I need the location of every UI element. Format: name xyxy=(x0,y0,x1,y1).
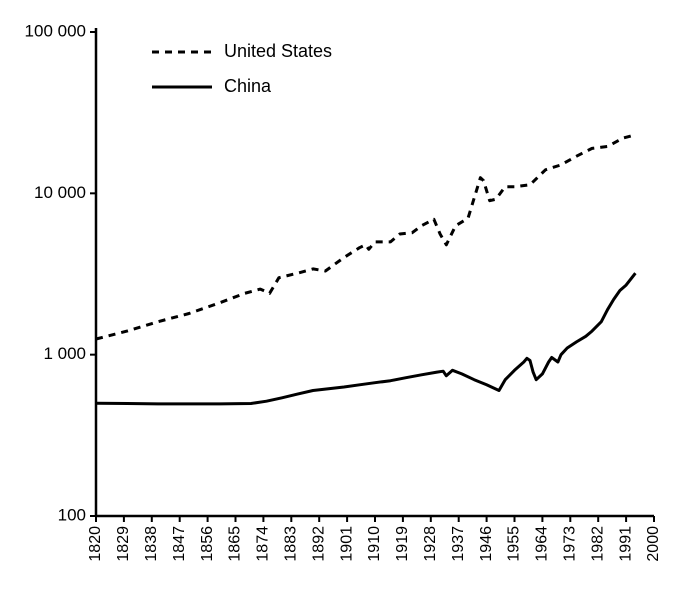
x-tick-label: 1856 xyxy=(199,526,216,562)
x-tick-label: 1937 xyxy=(450,526,467,562)
x-tick-label: 1838 xyxy=(143,526,160,562)
legend: United States China xyxy=(152,41,332,96)
x-tick-label: 1919 xyxy=(394,526,411,562)
x-tick-label: 1865 xyxy=(227,526,244,562)
y-tick-label: 100 xyxy=(58,505,86,524)
x-tick-label: 2000 xyxy=(645,526,662,562)
x-tick-label: 1982 xyxy=(589,526,606,562)
x-tick-label: 1883 xyxy=(283,526,300,562)
x-tick-label: 1910 xyxy=(366,526,383,562)
x-tick-label: 1955 xyxy=(506,526,523,562)
x-tick-label: 1874 xyxy=(255,526,272,562)
legend-label: United States xyxy=(224,41,332,61)
x-tick-label: 1928 xyxy=(422,526,439,562)
x-tick-label: 1892 xyxy=(310,526,327,562)
series-lines xyxy=(95,134,637,406)
x-tick-label: 1901 xyxy=(338,526,355,562)
x-tick-label: 1973 xyxy=(562,526,579,562)
legend-label: China xyxy=(224,76,272,96)
y-tick-label: 10 000 xyxy=(34,183,86,202)
x-tick-label: 1964 xyxy=(534,526,551,562)
axes: 100 1 000 10 000 100 000 1820 1829 1838 1847 185… xyxy=(25,21,663,561)
x-tick-label: 1847 xyxy=(171,526,188,562)
x-tick-label: 1946 xyxy=(478,526,495,562)
series-line-china xyxy=(95,272,637,406)
x-tick-label: 1820 xyxy=(87,526,104,562)
y-tick-label: 100 000 xyxy=(25,21,86,40)
y-tick-label: 1 000 xyxy=(43,344,86,363)
series-line-united-states xyxy=(95,134,633,341)
x-tick-label: 1829 xyxy=(115,526,132,562)
x-tick-label: 1991 xyxy=(617,526,634,562)
